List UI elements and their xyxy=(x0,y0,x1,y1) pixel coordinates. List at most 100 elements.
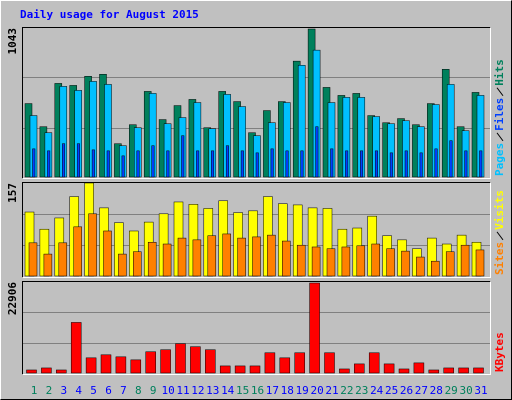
x-tick-label: 13 xyxy=(206,384,219,397)
x-tick-label: 12 xyxy=(191,384,204,397)
bar xyxy=(118,253,127,277)
bar xyxy=(115,356,127,374)
panel-edge-dark xyxy=(22,281,491,375)
bar xyxy=(130,359,142,374)
bar xyxy=(190,346,201,374)
x-tick-label: 20 xyxy=(310,384,323,397)
bar xyxy=(234,365,246,374)
x-tick-label: 27 xyxy=(415,384,428,397)
bar xyxy=(196,150,200,178)
bar xyxy=(28,242,38,277)
bar xyxy=(85,357,97,374)
bar xyxy=(398,368,410,374)
bar xyxy=(76,143,80,178)
bar xyxy=(443,367,454,374)
bar xyxy=(41,367,52,374)
bar xyxy=(458,367,469,374)
legend-label: Visits xyxy=(493,190,506,230)
legend-label: KBytes xyxy=(493,332,506,372)
bar xyxy=(175,343,186,374)
bar xyxy=(267,234,276,277)
x-tick-label: 25 xyxy=(385,384,398,397)
bar xyxy=(282,240,291,277)
panel-edge-dark xyxy=(22,182,491,278)
bar xyxy=(121,155,125,178)
x-tick-label: 17 xyxy=(266,384,279,397)
y-tick-label: 157 xyxy=(6,183,19,203)
bar xyxy=(88,213,97,277)
y-tick-label: 22906 xyxy=(6,282,19,315)
bar xyxy=(341,246,351,277)
bar xyxy=(300,150,304,178)
bar xyxy=(211,150,215,178)
bar xyxy=(103,230,112,277)
chart-title: Daily usage for August 2015 xyxy=(20,8,199,21)
bar xyxy=(270,148,274,178)
bar xyxy=(73,226,82,277)
x-tick-label: 10 xyxy=(161,384,174,397)
bar xyxy=(324,352,335,374)
bar xyxy=(326,248,336,277)
bar xyxy=(404,150,408,178)
bar xyxy=(222,233,231,277)
bar xyxy=(160,349,171,374)
x-tick-label: 11 xyxy=(176,384,189,397)
bar xyxy=(26,369,37,374)
x-tick-label: 1 xyxy=(31,384,38,397)
bar xyxy=(315,126,319,178)
legend-label: Sites xyxy=(493,242,506,275)
legend-separator xyxy=(496,132,504,142)
x-tick-label: 2 xyxy=(46,384,53,397)
bar xyxy=(419,152,423,178)
legend-separator xyxy=(496,231,504,241)
bar xyxy=(339,368,350,374)
bar xyxy=(345,150,349,178)
bar xyxy=(279,357,291,374)
bar xyxy=(252,236,261,277)
bar xyxy=(330,148,334,178)
x-tick-label: 5 xyxy=(90,384,97,397)
bar xyxy=(264,352,276,374)
bar xyxy=(371,243,380,277)
bar xyxy=(309,282,320,374)
x-tick-label: 24 xyxy=(370,384,384,397)
bar xyxy=(445,251,455,277)
bar xyxy=(360,150,364,178)
panel-edge-light xyxy=(22,182,491,278)
bar xyxy=(460,244,470,277)
x-tick-label: 30 xyxy=(459,384,472,397)
bar xyxy=(473,367,484,374)
bar xyxy=(449,140,453,178)
bar xyxy=(475,249,485,277)
bar xyxy=(431,260,440,277)
x-tick-label: 31 xyxy=(474,384,487,397)
bar xyxy=(413,362,425,374)
bar xyxy=(166,150,170,178)
bar xyxy=(32,148,36,178)
bar xyxy=(428,369,440,374)
bar xyxy=(58,242,68,277)
x-tick-label: 14 xyxy=(221,384,235,397)
x-tick-label: 7 xyxy=(120,384,127,397)
legend-label: Hits xyxy=(493,59,506,86)
x-tick-label: 23 xyxy=(355,384,368,397)
bar xyxy=(205,349,216,374)
bar xyxy=(177,237,187,277)
bar xyxy=(147,241,157,277)
panel xyxy=(22,281,490,374)
x-tick-label: 22 xyxy=(340,384,353,397)
bar xyxy=(464,150,468,178)
bar xyxy=(136,150,140,178)
legend-label: Pages xyxy=(493,143,506,176)
x-tick-label: 6 xyxy=(105,384,112,397)
bar xyxy=(255,152,259,178)
bar xyxy=(181,135,185,178)
x-tick-label: 9 xyxy=(150,384,157,397)
x-tick-label: 16 xyxy=(251,384,264,397)
x-tick-label: 4 xyxy=(75,384,82,397)
bar xyxy=(162,243,172,277)
bar xyxy=(354,363,365,374)
x-tick-label: 21 xyxy=(325,384,338,397)
